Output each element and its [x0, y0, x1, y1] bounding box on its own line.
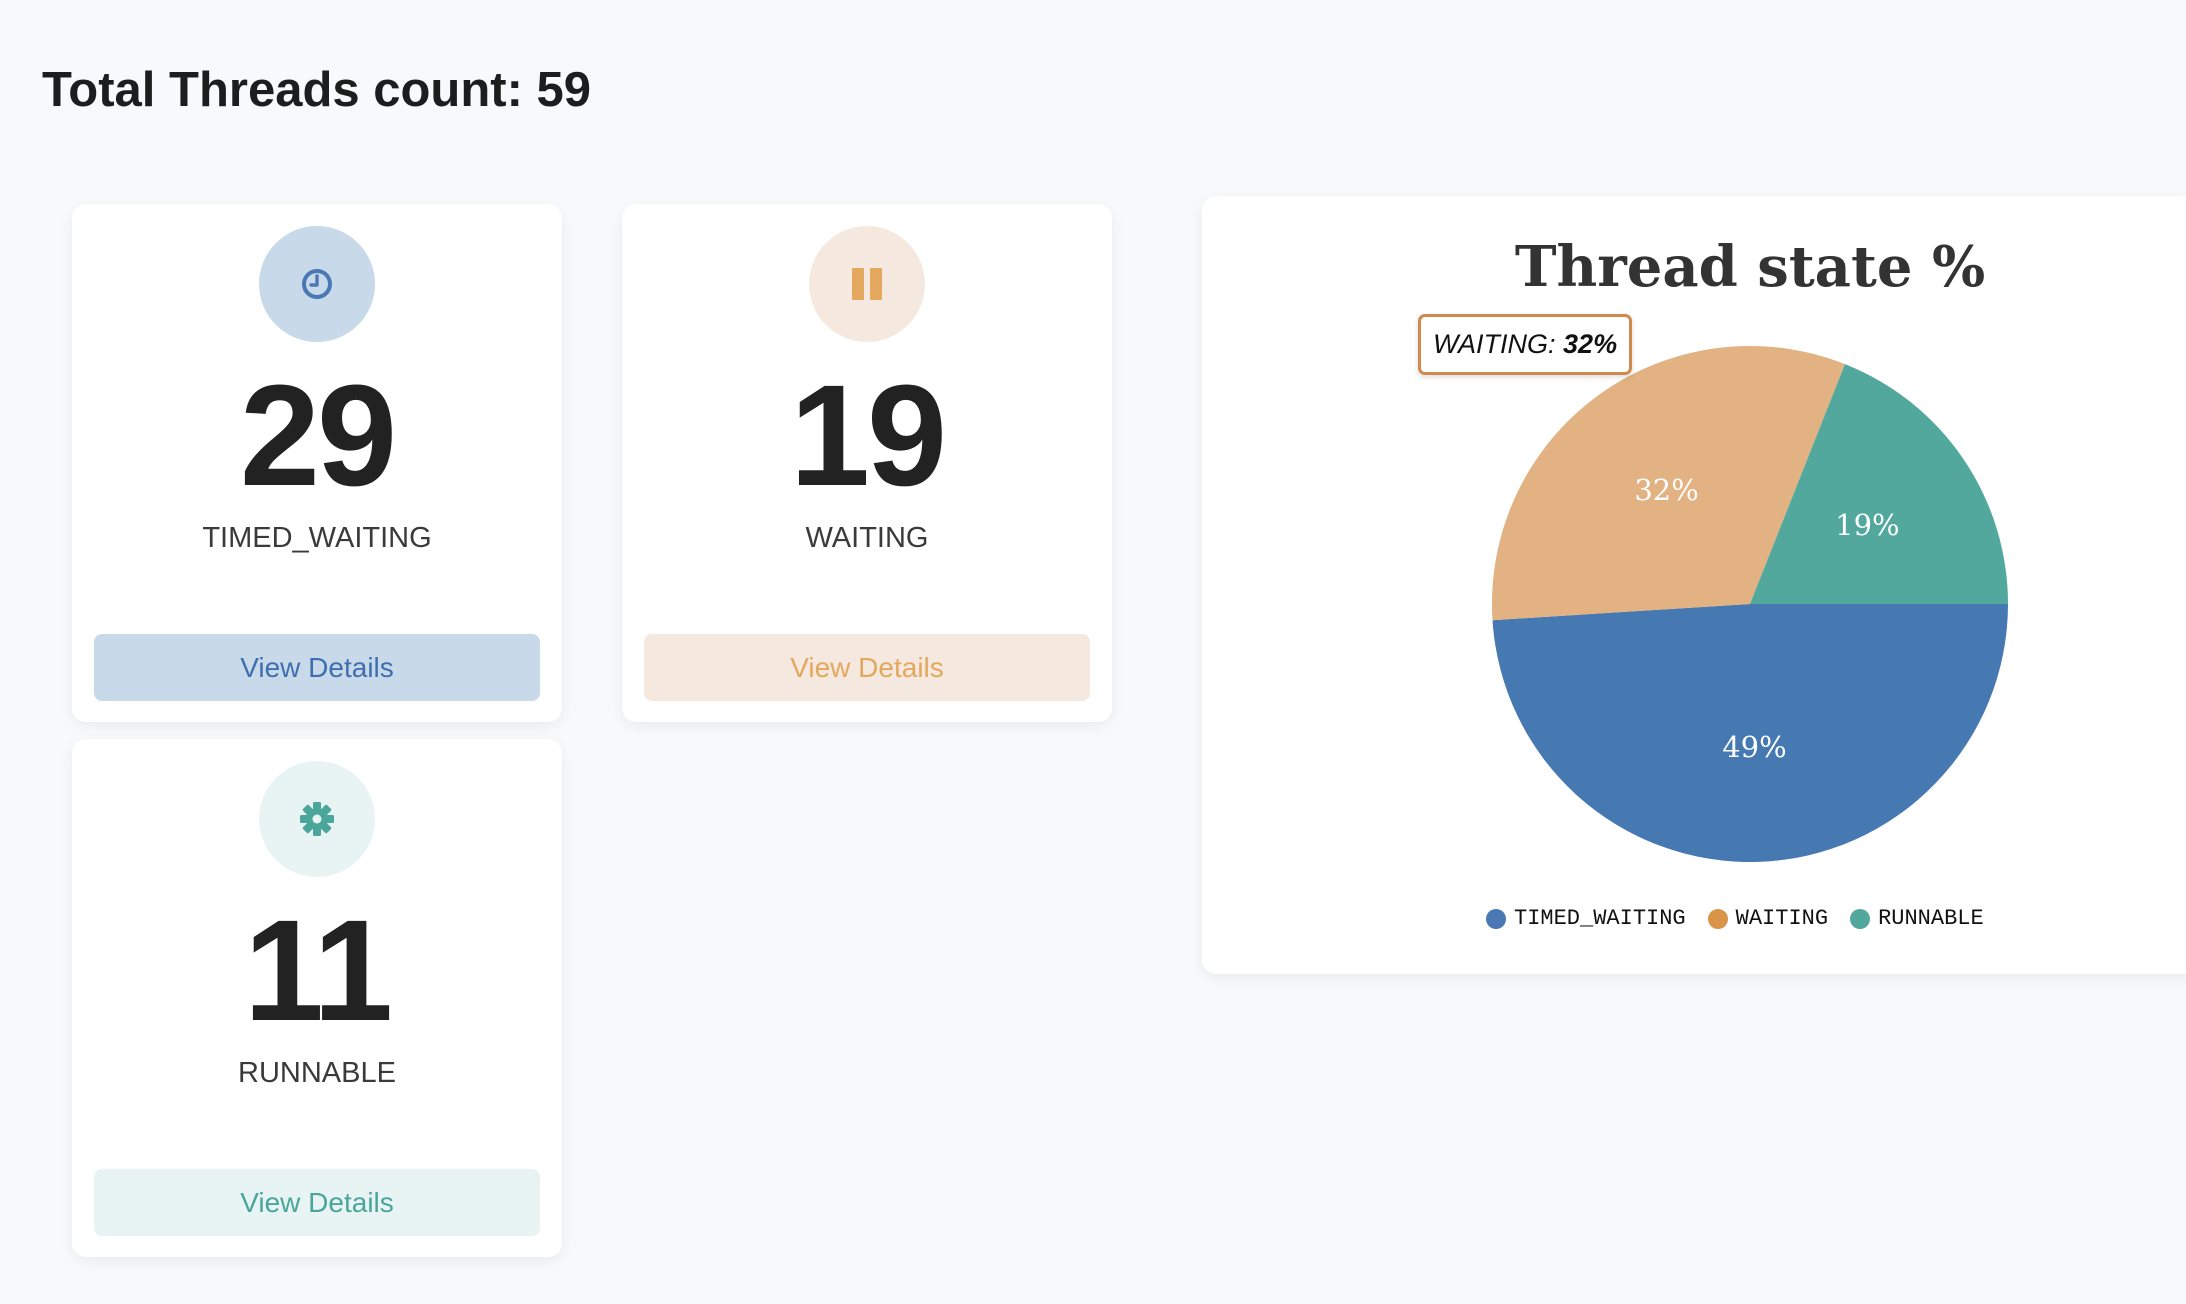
thread-state-chart-card: Thread state % 49% 32% 19% WAITING: 32% TI…: [1202, 196, 2186, 974]
timed-waiting-view-details-button[interactable]: View Details: [94, 634, 540, 701]
runnable-label: RUNNABLE: [238, 1057, 396, 1089]
pie-slice-timed-waiting[interactable]: [1492, 604, 2008, 863]
waiting-card: 19 WAITING View Details: [622, 204, 1112, 722]
clock-icon: [302, 269, 332, 299]
pie-slice-runnable[interactable]: [1750, 364, 2008, 604]
waiting-count: 19: [789, 355, 947, 516]
runnable-icon-circle: [259, 761, 375, 877]
pie-label-waiting: 32%: [1634, 473, 1698, 507]
timed-waiting-count: 29: [239, 355, 397, 516]
runnable-card: 11 RUNNABLE View Details: [72, 739, 562, 1257]
pie-label-timed-waiting: 49%: [1722, 730, 1786, 764]
chart-title: Thread state %: [1514, 234, 1986, 300]
gear-icon: [300, 802, 334, 836]
tooltip-label: WAITING:: [1433, 329, 1556, 359]
waiting-icon-circle: [809, 226, 925, 342]
pie-label-runnable: 19%: [1835, 508, 1899, 542]
legend-label: TIMED_WAITING: [1514, 906, 1686, 931]
timed-waiting-card: 29 TIMED_WAITING View Details: [72, 204, 562, 722]
waiting-view-details-button[interactable]: View Details: [644, 634, 1090, 701]
legend-dot: [1850, 908, 1871, 929]
legend-label: RUNNABLE: [1878, 906, 1984, 931]
chart-tooltip: WAITING: 32%: [1418, 314, 1633, 375]
timed-waiting-icon-circle: [259, 226, 375, 342]
pie-slice-waiting[interactable]: [1492, 346, 1845, 621]
pause-icon: [852, 268, 882, 300]
legend-item-waiting[interactable]: WAITING: [1707, 906, 1829, 931]
legend-item-runnable[interactable]: RUNNABLE: [1850, 906, 1984, 931]
legend-dot: [1707, 908, 1728, 929]
timed-waiting-label: TIMED_WAITING: [202, 522, 432, 554]
tooltip-value: 32%: [1563, 329, 1618, 359]
chart-legend: TIMED_WAITING WAITING RUNNABLE: [1486, 906, 1984, 931]
legend-dot: [1486, 908, 1506, 929]
waiting-label: WAITING: [805, 522, 929, 554]
runnable-count: 11: [243, 890, 393, 1051]
page-title: Total Threads count: 59: [42, 63, 592, 117]
legend-label: WAITING: [1735, 906, 1829, 931]
runnable-view-details-button[interactable]: View Details: [94, 1169, 540, 1236]
legend-item-timed-waiting[interactable]: TIMED_WAITING: [1486, 906, 1686, 931]
pie-chart: 49% 32% 19%: [1492, 346, 2008, 863]
